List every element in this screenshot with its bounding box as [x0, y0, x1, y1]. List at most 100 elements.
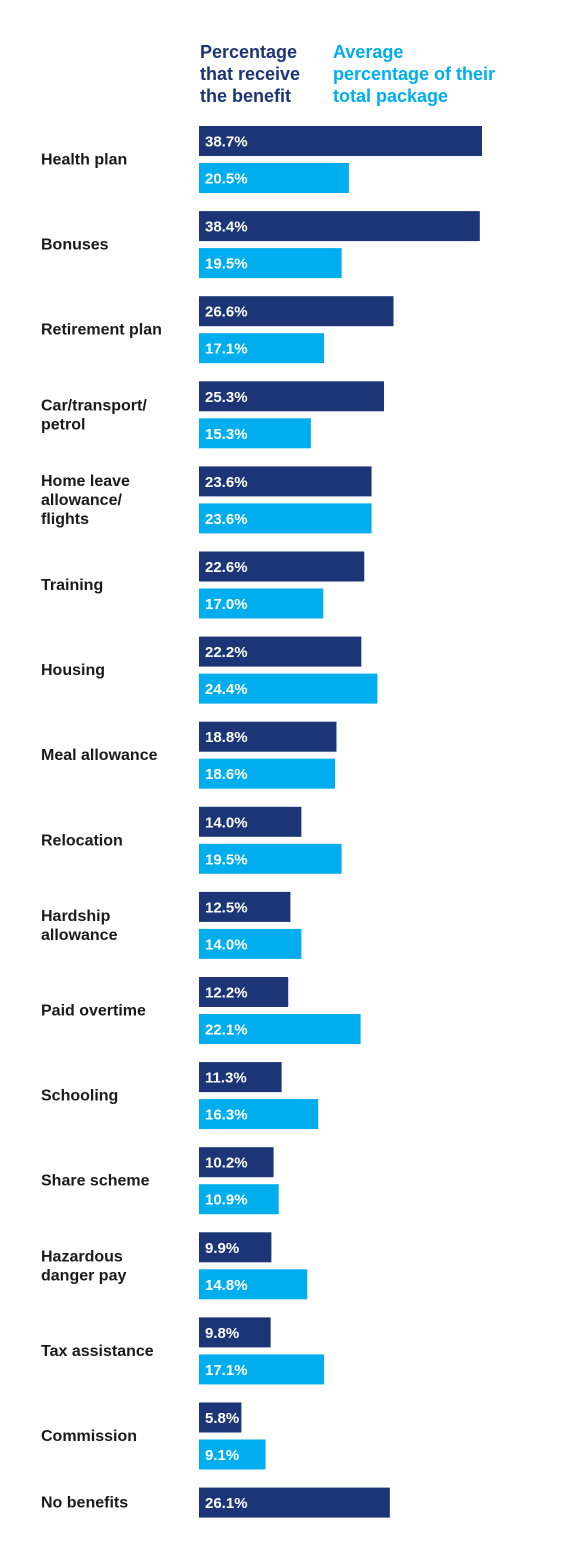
- category-label: Share scheme: [41, 1173, 150, 1190]
- bar-package: [199, 1099, 319, 1130]
- category-label-line: Relocation: [41, 832, 123, 849]
- category-label-line: petrol: [41, 416, 85, 433]
- category-label: Commission: [41, 1428, 137, 1445]
- value-label: 24.4%: [205, 681, 248, 698]
- value-label: 10.9%: [205, 1192, 248, 1209]
- category-label: Health plan: [41, 152, 127, 169]
- category-label: Relocation: [41, 832, 123, 849]
- category-label: Training: [41, 577, 103, 594]
- value-label: 5.8%: [205, 1410, 239, 1427]
- bar-receive: [199, 1317, 271, 1348]
- category-label-line: Bonuses: [41, 237, 109, 254]
- legend-line: the benefit: [200, 86, 291, 106]
- value-label: 12.2%: [205, 985, 248, 1002]
- value-label: 22.2%: [205, 644, 248, 661]
- category-label-line: allowance/: [41, 492, 122, 509]
- category-label-line: No benefits: [41, 1495, 128, 1512]
- category-label-line: Home leave: [41, 473, 130, 490]
- bar-receive: [199, 891, 291, 922]
- bar-receive: [199, 126, 482, 156]
- category-label-line: Share scheme: [41, 1173, 150, 1190]
- bar-receive: [199, 1147, 274, 1178]
- legend-line: Average: [333, 42, 403, 62]
- legend-entry-1: Percentage that receive the benefit: [200, 42, 300, 106]
- value-label: 9.8%: [205, 1325, 239, 1342]
- value-label: 18.8%: [205, 729, 248, 746]
- bar-receive: [199, 1402, 242, 1433]
- value-label: 38.7%: [205, 134, 248, 151]
- category-label-line: flights: [41, 511, 89, 528]
- value-label: 17.1%: [205, 1362, 248, 1379]
- bar-receive: [199, 1487, 390, 1518]
- category-label: Hardship allowance: [41, 908, 118, 944]
- category-label: Hazardous danger pay: [41, 1248, 126, 1284]
- category-label: Tax assistance: [41, 1343, 154, 1360]
- category-label-line: Tax assistance: [41, 1343, 154, 1360]
- value-label: 11.3%: [205, 1070, 247, 1087]
- bar-receive: [199, 806, 302, 837]
- category-label-line: danger pay: [41, 1267, 126, 1284]
- category-label-line: Hazardous: [41, 1248, 123, 1265]
- category-label: Home leave allowance/flights: [41, 473, 130, 528]
- value-label: 14.0%: [205, 936, 248, 953]
- bar-receive: [199, 296, 394, 327]
- bar-package: [199, 503, 372, 534]
- category-label-line: Paid overtime: [41, 1003, 146, 1020]
- bar-receive: [199, 636, 362, 667]
- bar-receive: [199, 1232, 272, 1263]
- bar-package: [199, 673, 378, 704]
- category-label: Housing: [41, 662, 105, 679]
- legend-line: percentage of their: [333, 64, 495, 84]
- value-label: 26.6%: [205, 304, 248, 321]
- value-label: 14.8%: [205, 1277, 248, 1294]
- bar-package: [199, 418, 311, 449]
- bar-package: [199, 1439, 266, 1470]
- legend-line: total package: [333, 86, 448, 106]
- value-label: 19.5%: [205, 256, 248, 273]
- category-label: Meal allowance: [41, 747, 158, 764]
- bar-receive: [199, 211, 480, 242]
- category-label-line: Car/transport/: [41, 397, 147, 414]
- category-label-line: allowance: [41, 927, 118, 944]
- category-label-line: Hardship: [41, 908, 111, 925]
- value-label: 23.6%: [205, 511, 248, 528]
- legend-entry-2: Average percentage of their total package: [333, 42, 495, 106]
- category-label-line: Schooling: [41, 1088, 118, 1105]
- bar-package: [199, 588, 324, 619]
- category-label-line: Training: [41, 577, 103, 594]
- value-label: 17.0%: [205, 596, 248, 613]
- value-label: 19.5%: [205, 851, 248, 868]
- bar-receive: [199, 977, 289, 1007]
- bar-receive: [199, 466, 372, 497]
- category-label-line: Retirement plan: [41, 322, 162, 339]
- category-label: Bonuses: [41, 237, 109, 254]
- bar-package: [199, 1014, 361, 1044]
- category-label: Paid overtime: [41, 1003, 146, 1020]
- value-label: 12.5%: [205, 899, 248, 916]
- value-label: 10.2%: [205, 1155, 248, 1172]
- value-label: 17.1%: [205, 341, 248, 358]
- category-label-line: Health plan: [41, 152, 127, 169]
- bar-package: [199, 1184, 279, 1215]
- value-label: 9.9%: [205, 1240, 239, 1257]
- value-label: 15.3%: [205, 426, 248, 443]
- bar-receive: [199, 551, 365, 582]
- category-label-line: Commission: [41, 1428, 137, 1445]
- value-label: 16.3%: [205, 1107, 248, 1124]
- bar-package: [199, 1354, 325, 1385]
- value-label: 9.1%: [205, 1447, 239, 1464]
- legend-line: that receive: [200, 64, 300, 84]
- value-label: 23.6%: [205, 474, 248, 491]
- value-label: 38.4%: [205, 219, 248, 236]
- value-label: 14.0%: [205, 814, 248, 831]
- bar-package: [199, 1269, 308, 1300]
- bar-package: [199, 843, 342, 874]
- value-label: 25.3%: [205, 389, 248, 406]
- value-label: 18.6%: [205, 766, 248, 783]
- category-label: Retirement plan: [41, 322, 162, 339]
- category-label: Car/transport/petrol: [41, 397, 147, 433]
- bar-receive: [199, 1062, 282, 1093]
- bar-package: [199, 758, 336, 789]
- bar-package: [199, 163, 349, 193]
